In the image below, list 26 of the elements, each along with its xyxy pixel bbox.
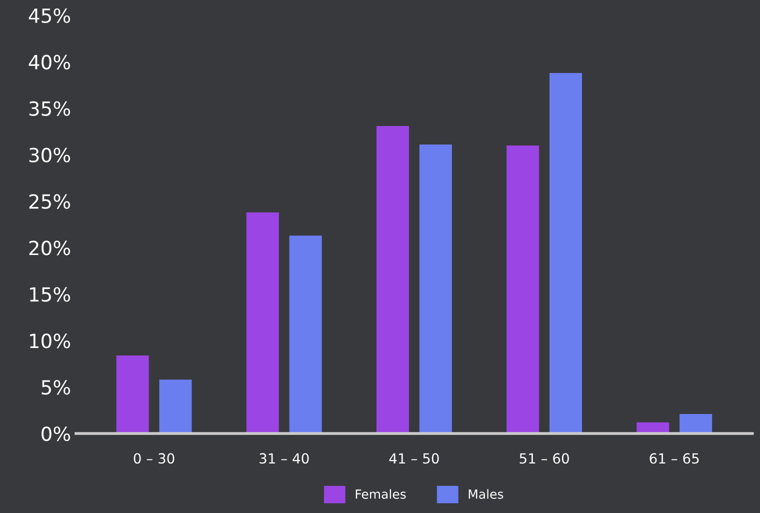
bar (159, 380, 192, 434)
bar (506, 145, 540, 434)
x-tick-label: 0 – 30 (134, 453, 174, 464)
bar (549, 72, 582, 434)
y-tick-label: 10% (30, 334, 70, 348)
x-tick-label: 31 – 40 (260, 453, 309, 464)
bar (116, 355, 149, 434)
y-tick-label: 35% (29, 101, 70, 116)
y-tick-label: 40% (28, 54, 70, 70)
bar (376, 126, 409, 434)
x-tick-label: 61 – 65 (650, 453, 699, 464)
y-tick-label: 25% (29, 194, 70, 209)
x-tick-label: 51 – 60 (520, 453, 569, 464)
bar (680, 414, 712, 434)
legend-label: Males (468, 489, 504, 499)
y-tick-label: 15% (30, 287, 70, 302)
y-tick-label: 45% (28, 8, 70, 24)
legend-label: Females (356, 489, 406, 499)
y-tick-label: 5% (42, 380, 70, 395)
x-tick-label: 41 – 50 (389, 453, 439, 464)
bar (289, 236, 322, 434)
bar (246, 212, 279, 434)
y-tick-label: 0% (42, 426, 70, 442)
y-tick-label: 30% (29, 148, 70, 162)
y-tick-label: 20% (29, 240, 70, 256)
bar (419, 144, 452, 434)
